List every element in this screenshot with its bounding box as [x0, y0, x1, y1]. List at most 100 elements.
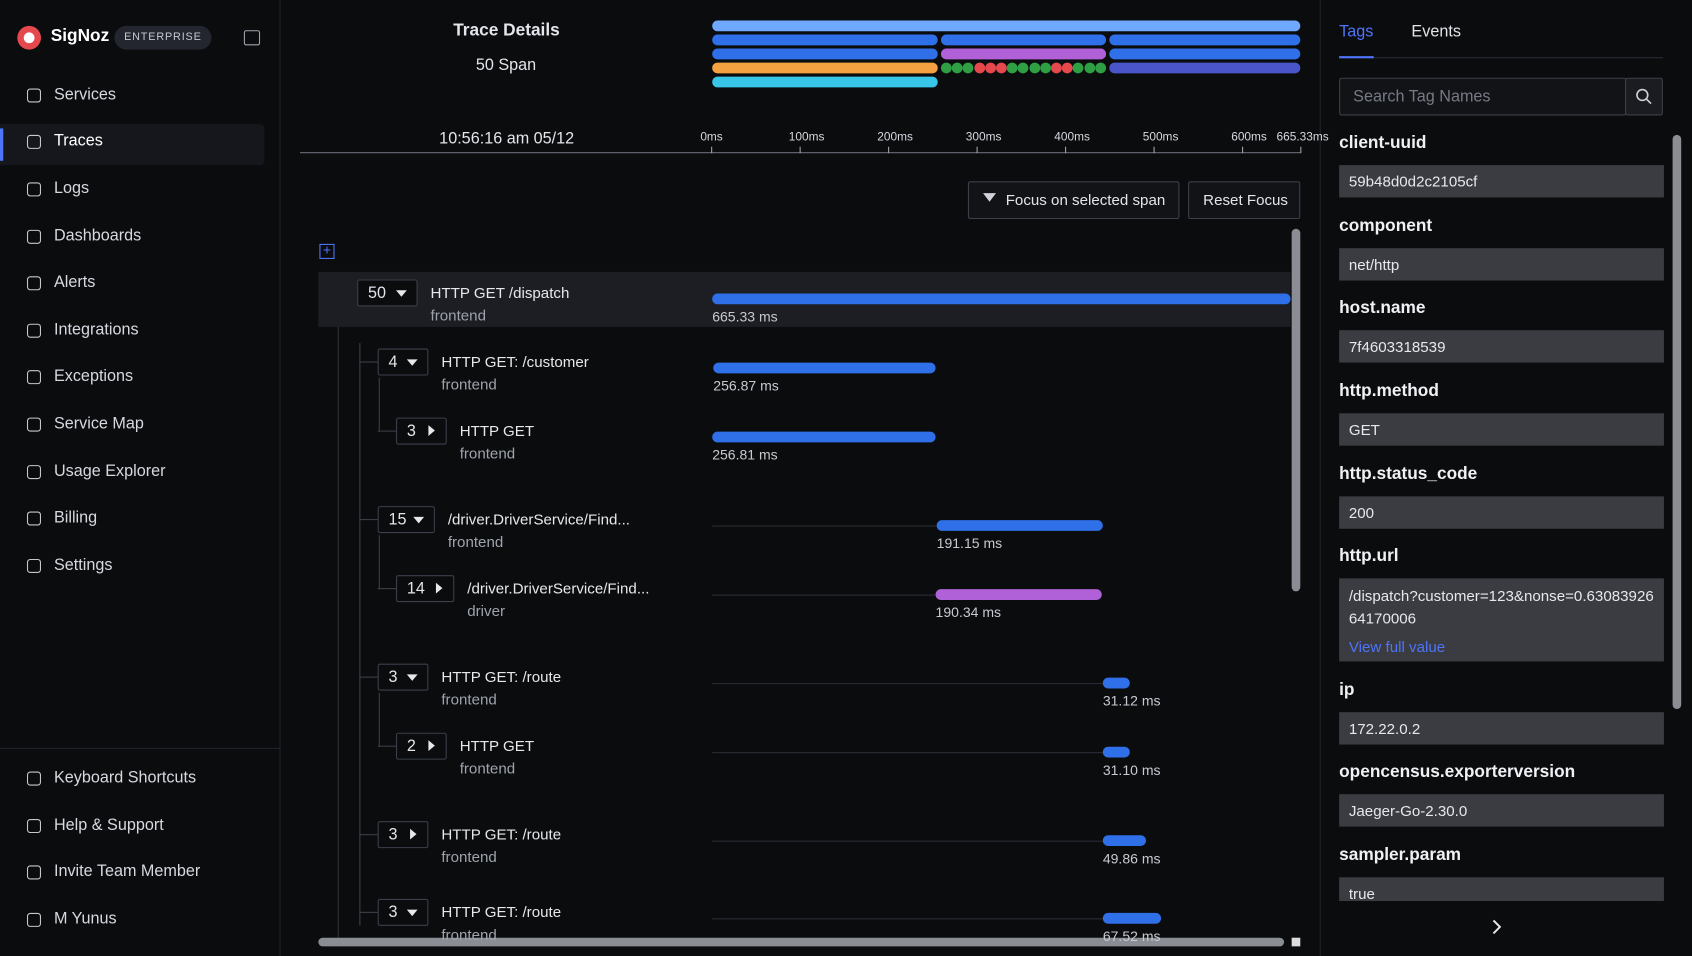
overview-dot [1051, 62, 1062, 74]
nav-item[interactable]: Alerts [53, 273, 96, 292]
tab[interactable]: Events [1411, 22, 1461, 42]
span-bar[interactable] [936, 520, 1103, 531]
collapse-sidebar[interactable] [243, 30, 261, 46]
span-duration: 191.15 ms [936, 535, 1003, 552]
caret [396, 290, 407, 297]
span-bar[interactable] [1102, 835, 1146, 846]
span-name[interactable]: HTTP GET /dispatch [430, 283, 570, 302]
span-toggle[interactable] [377, 821, 429, 849]
tag-value: GET [1339, 413, 1664, 446]
nav-item[interactable]: M Yunus [53, 909, 117, 929]
span-bar[interactable] [712, 431, 936, 443]
search-placeholder: Search Tag Names [1353, 87, 1491, 106]
expand-all[interactable]: + [319, 243, 335, 259]
span-name[interactable]: HTTP GET [459, 421, 535, 440]
nav-icon [26, 370, 42, 385]
span-toggle[interactable] [377, 898, 429, 926]
tag-value: 7f4603318539 [1339, 330, 1664, 363]
span-bar[interactable] [712, 293, 1291, 305]
tag-key: client-uuid [1339, 133, 1427, 153]
span-bar[interactable] [1102, 746, 1130, 758]
nav-item[interactable]: Service Map [53, 414, 144, 433]
span-service: frontend [441, 375, 497, 393]
span-count: 15 [388, 510, 407, 529]
span-name[interactable]: HTTP GET: /route [441, 903, 562, 921]
span-toggle[interactable] [377, 663, 429, 691]
span-toggle[interactable] [396, 417, 447, 445]
tab-border [1339, 57, 1663, 59]
nav-item[interactable]: Integrations [53, 320, 139, 339]
overview-dot [940, 62, 952, 74]
overview-bar [712, 20, 1301, 32]
search-button[interactable] [1625, 77, 1663, 116]
tag-value: 59b48d0d2c2105cf [1339, 165, 1664, 198]
span-toggle[interactable] [377, 348, 429, 376]
overview-dot [1095, 62, 1106, 74]
nav-item[interactable]: Traces [53, 131, 103, 150]
nav-item[interactable]: Billing [53, 508, 98, 527]
span-name[interactable]: /driver.DriverService/Find... [467, 579, 650, 597]
nav-item[interactable]: Invite Team Member [53, 862, 201, 881]
span-name[interactable]: /driver.DriverService/Find... [447, 510, 630, 528]
span-service: driver [467, 602, 506, 620]
view-full-value[interactable]: View full value [1348, 637, 1446, 656]
span-count: 50 [367, 283, 386, 303]
overview-bar [1109, 62, 1301, 74]
tab[interactable]: Tags [1339, 22, 1374, 42]
filter-icon [983, 193, 996, 202]
nav-icon [26, 417, 42, 432]
nav-item[interactable]: Exceptions [53, 366, 134, 386]
badge: ENTERPRISE [114, 25, 212, 50]
tree-guide [378, 535, 380, 590]
trace-title: Trace Details [453, 21, 560, 40]
focus-button[interactable] [967, 181, 1180, 220]
span-service: frontend [441, 925, 497, 944]
span-track [712, 752, 1103, 754]
span-duration: 31.10 ms [1102, 761, 1161, 779]
scrollbar[interactable] [1672, 134, 1682, 709]
span-bar[interactable] [1102, 677, 1130, 689]
scrollbar[interactable] [1291, 228, 1301, 592]
span-bar[interactable] [713, 362, 936, 374]
overview-dot [973, 62, 985, 74]
tick-label: 500ms [1142, 130, 1179, 144]
nav-item[interactable]: Logs [53, 179, 90, 198]
span-name[interactable]: HTTP GET: /customer [441, 352, 589, 371]
caret [428, 425, 435, 436]
span-track [712, 683, 1103, 685]
tree-connector [359, 911, 378, 913]
span-toggle[interactable] [396, 575, 455, 603]
nav-item[interactable]: Help & Support [53, 815, 164, 835]
span-toggle[interactable] [357, 279, 418, 307]
nav-item[interactable]: Services [53, 85, 117, 104]
span-toggle[interactable] [396, 732, 447, 760]
span-toggle[interactable] [377, 506, 435, 534]
overview-bar [712, 34, 938, 46]
next-arrow[interactable] [1487, 917, 1506, 936]
span-count: 3 [388, 825, 398, 844]
span-service: frontend [459, 759, 516, 777]
nav-item[interactable]: Dashboards [53, 226, 142, 245]
span-duration: 31.12 ms [1102, 692, 1161, 709]
overview-dot [1029, 62, 1040, 74]
span-track [712, 594, 936, 596]
span-name[interactable]: HTTP GET: /route [441, 825, 562, 843]
span-count: 3 [406, 421, 416, 441]
span-name[interactable]: HTTP GET: /route [441, 667, 562, 686]
span-bar[interactable] [1102, 912, 1162, 924]
span-duration: 190.34 ms [935, 604, 1002, 621]
scrollbar[interactable] [318, 937, 1285, 947]
caret [413, 516, 425, 524]
tick-mark [888, 146, 890, 154]
overview-dot [1073, 62, 1084, 74]
tree-connector [359, 834, 378, 836]
reset-button[interactable] [1188, 181, 1301, 220]
nav-item[interactable]: Settings [53, 555, 113, 575]
span-track [712, 840, 1103, 842]
nav-indicator [0, 128, 4, 161]
nav-item[interactable]: Usage Explorer [53, 461, 166, 481]
span-name[interactable]: HTTP GET [459, 737, 535, 755]
tick-label: 665.33ms [1276, 130, 1329, 144]
span-bar[interactable] [935, 589, 1102, 600]
nav-item[interactable]: Keyboard Shortcuts [53, 768, 197, 787]
